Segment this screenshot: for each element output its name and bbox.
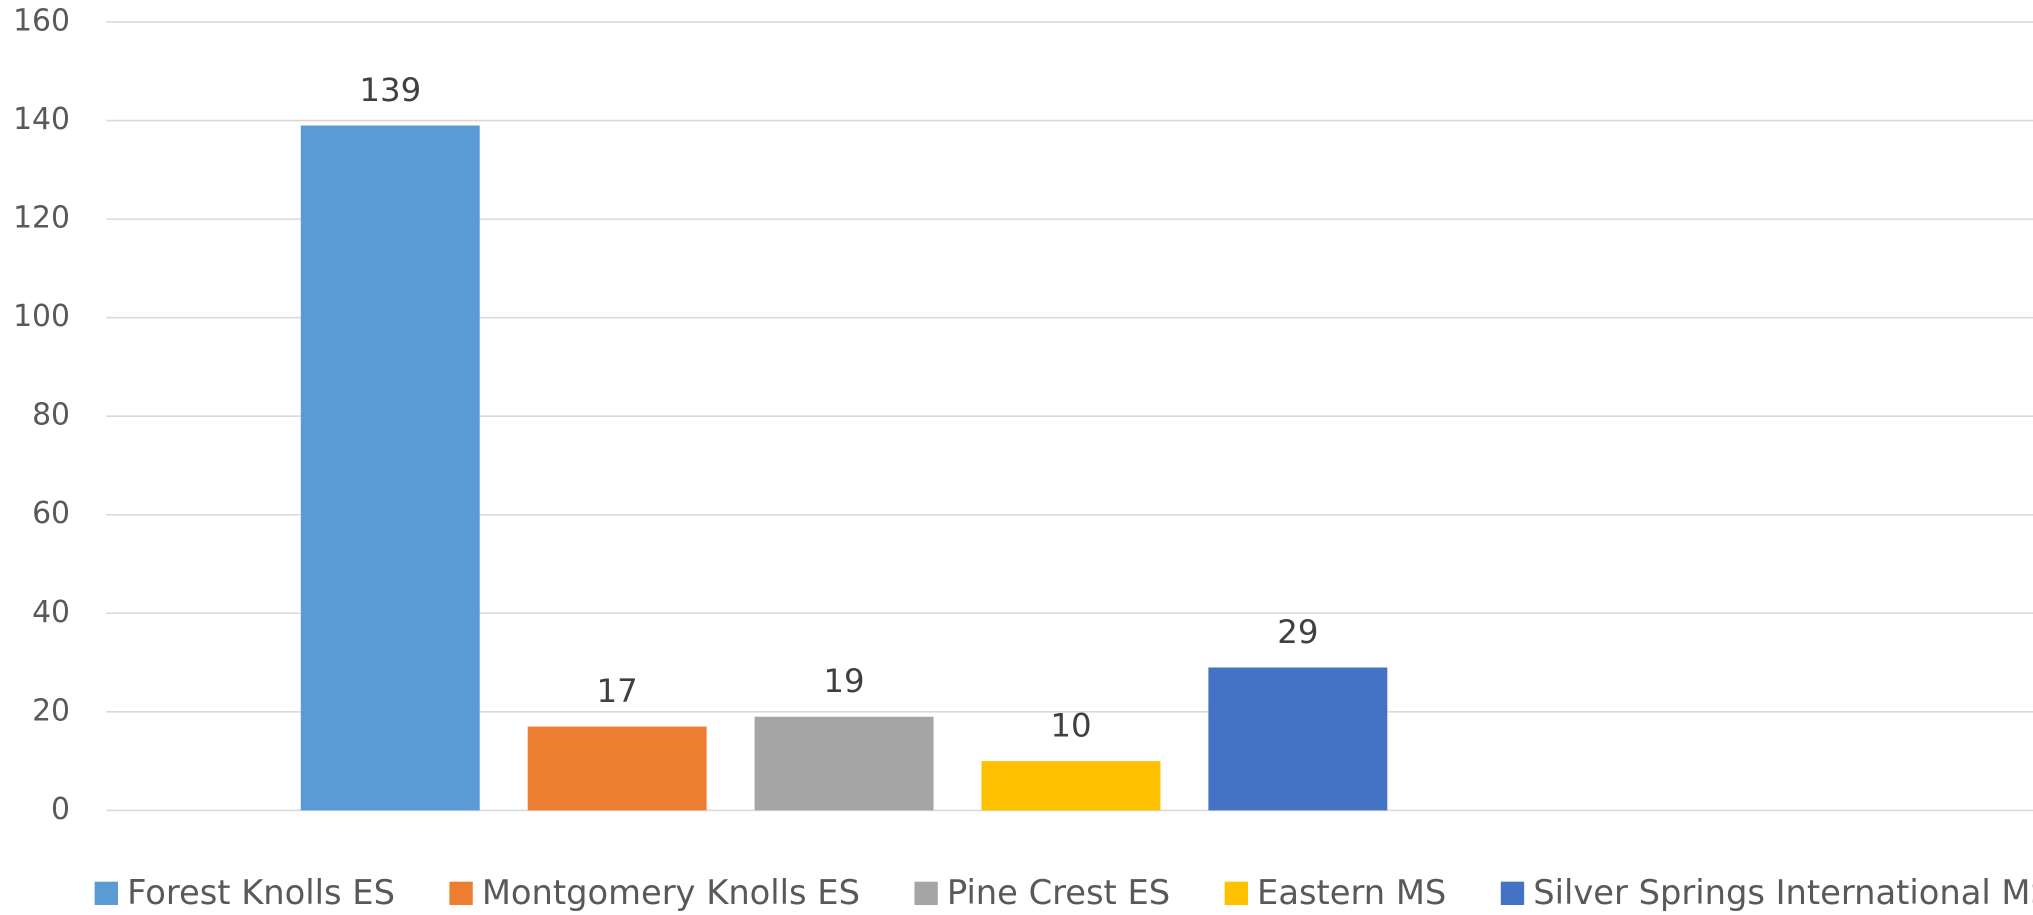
bar [981, 761, 1161, 811]
legend-swatch [1224, 881, 1248, 906]
y-tick-label: 160 [13, 4, 70, 39]
y-tick-label: 40 [32, 595, 70, 630]
y-tick-label: 60 [32, 496, 70, 531]
bar [300, 125, 480, 811]
bar [754, 716, 934, 811]
data-label: 17 [597, 672, 638, 710]
data-label: 19 [823, 662, 864, 700]
legend-label: Pine Crest ES [947, 873, 1170, 912]
legend-swatch [449, 881, 473, 906]
legend-label: Eastern MS [1257, 873, 1446, 912]
legend-label: Montgomery Knolls ES [482, 873, 860, 912]
y-tick-label: 100 [13, 299, 70, 334]
data-label: 29 [1277, 613, 1318, 651]
data-label: 139 [359, 71, 421, 109]
bar [1208, 667, 1388, 811]
data-label: 10 [1050, 706, 1091, 744]
bar [527, 726, 707, 811]
legend-swatch [1500, 881, 1525, 906]
y-tick-label: 80 [32, 398, 70, 433]
y-tick-label: 0 [51, 792, 70, 827]
legend-swatch [914, 881, 938, 906]
y-tick-label: 20 [32, 693, 70, 728]
y-tick-label: 140 [13, 102, 70, 137]
y-tick-label: 120 [13, 201, 70, 236]
legend-label: Forest Knolls ES [127, 873, 395, 912]
legend-label: Silver Springs International MS [1533, 873, 2033, 912]
legend-swatch [94, 881, 118, 906]
